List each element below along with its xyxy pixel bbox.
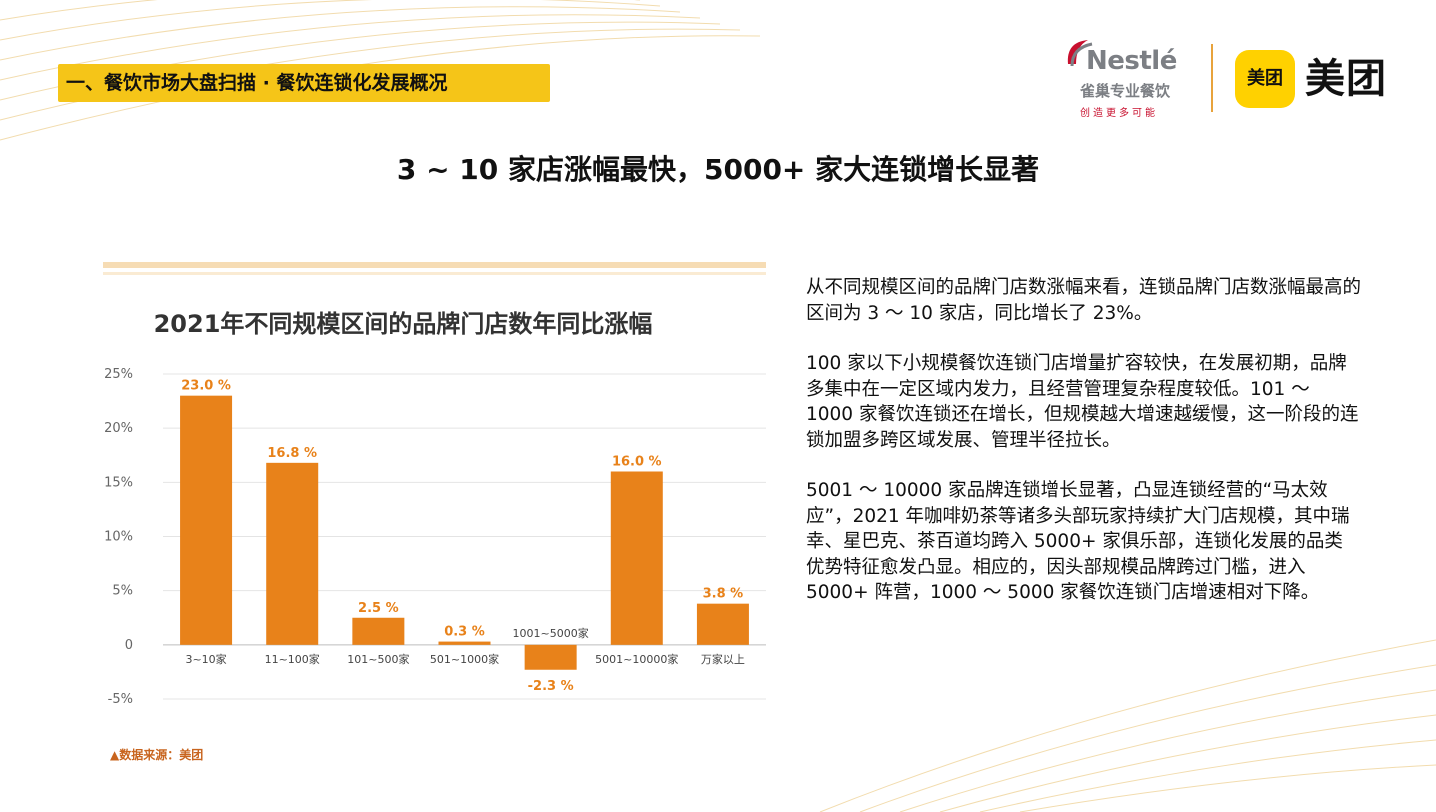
chart-top-band-thin	[103, 272, 766, 275]
x-category-label: 万家以上	[701, 652, 745, 666]
nestle-wordmark: Nestlé	[1086, 46, 1177, 76]
x-category-label: 5001~10000家	[595, 652, 678, 666]
x-category-label: 11~100家	[265, 652, 320, 666]
y-tick-label: 5%	[112, 584, 133, 599]
y-tick-label: -5%	[108, 692, 133, 707]
chart-panel: 2021年不同规模区间的品牌门店数年同比涨幅 25% 20% 15% 10% 5% 0 -5…	[103, 262, 766, 730]
bar	[438, 641, 491, 645]
chart-bars	[180, 395, 749, 670]
data-label: 16.8 %	[267, 446, 317, 461]
data-label: 2.5 %	[358, 601, 399, 616]
section-heading-badge: 一、餐饮市场大盘扫描 · 餐饮连锁化发展概况	[58, 64, 550, 102]
data-label: 16.0 %	[612, 455, 662, 470]
x-category-label: 1001~5000家	[513, 626, 589, 640]
data-label: -2.3 %	[528, 679, 574, 694]
chart-x-axis: 3~10家 11~100家 101~500家 501~1000家 1001~5000家 5…	[185, 626, 744, 666]
nestle-professional-logo: Nestlé 雀巢专业餐饮 创造更多可能	[1062, 32, 1192, 122]
data-label: 23.0 %	[181, 379, 231, 394]
y-tick-label: 20%	[104, 421, 133, 436]
x-category-label: 3~10家	[185, 652, 226, 666]
y-tick-label: 10%	[104, 530, 133, 545]
nestle-swoosh-icon	[1067, 40, 1093, 67]
bar	[524, 644, 577, 670]
x-category-label: 501~1000家	[430, 652, 499, 666]
analysis-text: 从不同规模区间的品牌门店数涨幅来看，连锁品牌门店数涨幅最高的区间为 3 ～ 10…	[806, 275, 1361, 631]
analysis-paragraph-2: 100 家以下小规模餐饮连锁门店增量扩容较快，在发展初期，品牌多集中在一定区域内…	[806, 353, 1359, 451]
nestle-chinese-name: 雀巢专业餐饮	[1080, 82, 1171, 100]
x-category-label: 101~500家	[347, 652, 409, 666]
chart-gridlines	[163, 373, 766, 700]
y-tick-label: 25%	[104, 367, 133, 382]
bar	[180, 395, 233, 645]
y-tick-label: 0	[125, 638, 133, 653]
meituan-badge-logo: 美团	[1235, 50, 1295, 108]
page-title: 3 ~ 10 家店涨幅最快，5000+ 家大连锁增长显著	[396, 153, 1040, 186]
logo-divider	[1211, 44, 1213, 112]
chart-top-band	[103, 262, 766, 268]
bar-chart: 2021年不同规模区间的品牌门店数年同比涨幅 25% 20% 15% 10% 5% 0 -5…	[104, 310, 766, 707]
analysis-paragraph-1: 从不同规模区间的品牌门店数涨幅来看，连锁品牌门店数涨幅最高的区间为 3 ～ 10…	[806, 277, 1362, 324]
meituan-wordmark: 美团	[1305, 56, 1387, 102]
chart-data-labels: 23.0 % 16.8 % 2.5 % 0.3 % -2.3 % 16.0 % 3.8 %	[181, 379, 743, 694]
nestle-slogan: 创造更多可能	[1080, 108, 1158, 119]
y-tick-label: 15%	[104, 475, 133, 490]
data-source-note: ▲数据来源：美团	[110, 748, 204, 762]
data-label: 3.8 %	[703, 587, 744, 602]
bar	[352, 617, 405, 645]
chart-y-axis: 25% 20% 15% 10% 5% 0 -5%	[104, 367, 133, 707]
bar	[610, 471, 663, 645]
analysis-paragraph-3: 5001 ～ 10000 家品牌连锁增长显著，凸显连锁经营的“马太效应”，202…	[806, 480, 1350, 603]
chart-title: 2021年不同规模区间的品牌门店数年同比涨幅	[154, 310, 653, 338]
bar	[696, 603, 749, 645]
bar	[266, 462, 319, 645]
data-label: 0.3 %	[444, 625, 485, 640]
